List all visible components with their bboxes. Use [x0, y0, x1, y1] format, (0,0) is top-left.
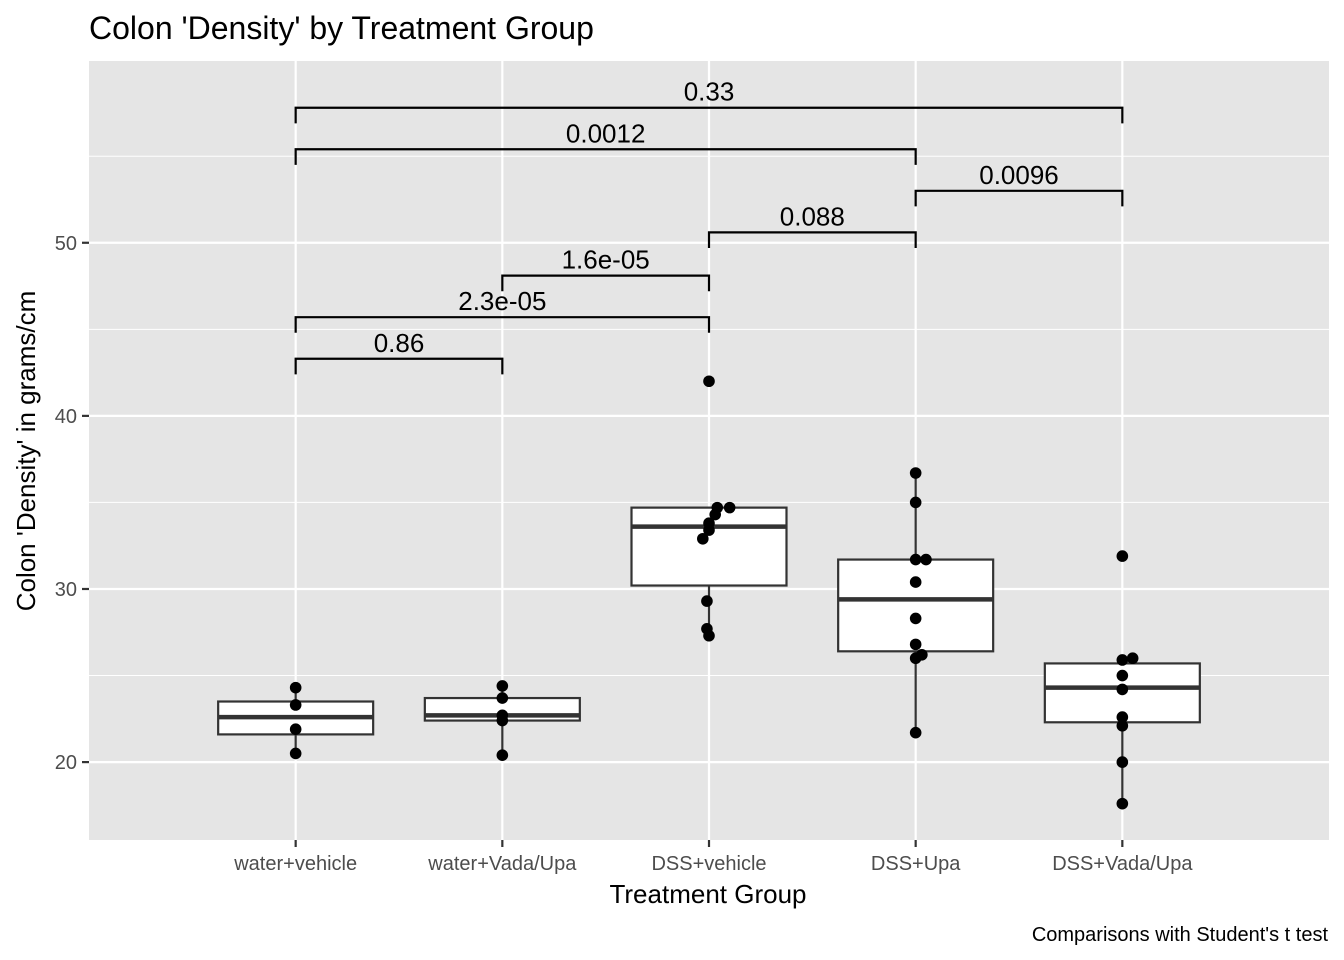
- p-value-label: 0.33: [684, 77, 735, 107]
- y-tick-label: 30: [55, 579, 77, 601]
- data-point: [1116, 669, 1129, 682]
- data-point: [1116, 711, 1129, 723]
- data-point: [496, 714, 509, 727]
- p-value-label: 0.0096: [979, 160, 1059, 190]
- data-point: [909, 496, 922, 509]
- data-point: [703, 524, 715, 536]
- chart-title: Colon 'Density' by Treatment Group: [89, 10, 594, 46]
- bracket-line: [294, 316, 711, 333]
- bracket-line: [294, 106, 1124, 124]
- data-point: [909, 576, 922, 588]
- data-point: [289, 747, 302, 760]
- data-point: [496, 692, 509, 704]
- data-point: [1116, 550, 1129, 562]
- x-tick-label: water+vehicle: [233, 853, 357, 875]
- data-point: [1116, 756, 1129, 768]
- data-point: [701, 595, 713, 607]
- bracket-line: [707, 231, 917, 248]
- comparison-bracket: 0.088: [707, 201, 917, 248]
- x-tick-label: DSS+vehicle: [651, 853, 766, 875]
- comparison-bracket: 0.0096: [914, 160, 1124, 207]
- data-point: [909, 467, 922, 479]
- chart-caption: Comparisons with Student's t test: [1032, 924, 1329, 946]
- x-tick-label: water+Vada/Upa: [427, 853, 577, 875]
- y-axis-title: Colon 'Density' in grams/cm: [11, 291, 41, 612]
- data-point: [909, 638, 922, 651]
- data-point: [920, 553, 932, 566]
- y-tick-label: 20: [55, 752, 77, 774]
- data-point: [703, 375, 715, 388]
- data-point: [496, 680, 509, 692]
- data-point: [289, 723, 302, 736]
- x-axis: water+vehicle water+Vada/Upa DSS+vehicle DS…: [233, 840, 1193, 875]
- p-value-label: 0.0012: [566, 118, 646, 148]
- data-point: [723, 501, 736, 514]
- data-point: [289, 681, 302, 694]
- p-value-label: 0.088: [780, 201, 845, 231]
- x-tick-label: DSS+Upa: [871, 853, 961, 875]
- comparison-bracket: 0.86: [294, 328, 504, 375]
- x-axis-title: Treatment Group: [609, 879, 806, 909]
- data-point: [703, 629, 715, 642]
- box-4: [837, 473, 995, 733]
- points-layer: [289, 375, 1139, 810]
- data-point: [909, 553, 922, 566]
- p-value-label: 1.6e-05: [562, 245, 650, 275]
- y-axis: 20 30 40 50: [55, 233, 89, 774]
- comparison-bracket: 1.6e-05: [501, 245, 711, 292]
- bracket-line: [914, 189, 1124, 207]
- y-tick-label: 40: [55, 406, 77, 428]
- data-point: [1116, 797, 1129, 810]
- bracket-line: [294, 357, 504, 375]
- data-point: [909, 612, 922, 625]
- comparison-bracket: 0.33: [294, 77, 1124, 124]
- data-point: [709, 508, 721, 521]
- box-body: [837, 558, 995, 653]
- data-point: [909, 652, 922, 665]
- data-point: [496, 749, 509, 761]
- bracket-line: [294, 148, 917, 165]
- data-point: [1126, 652, 1139, 665]
- x-tick-label: DSS+Vada/Upa: [1052, 853, 1193, 875]
- data-point: [1116, 654, 1129, 666]
- data-point: [1116, 683, 1129, 696]
- bracket-line: [501, 274, 711, 292]
- data-point: [697, 532, 709, 545]
- y-tick-label: 50: [55, 233, 77, 255]
- data-point: [1116, 719, 1129, 732]
- data-point: [909, 726, 922, 739]
- p-value-label: 0.86: [374, 328, 425, 358]
- comparison-bracket: 0.0012: [294, 118, 917, 165]
- data-point: [289, 699, 302, 711]
